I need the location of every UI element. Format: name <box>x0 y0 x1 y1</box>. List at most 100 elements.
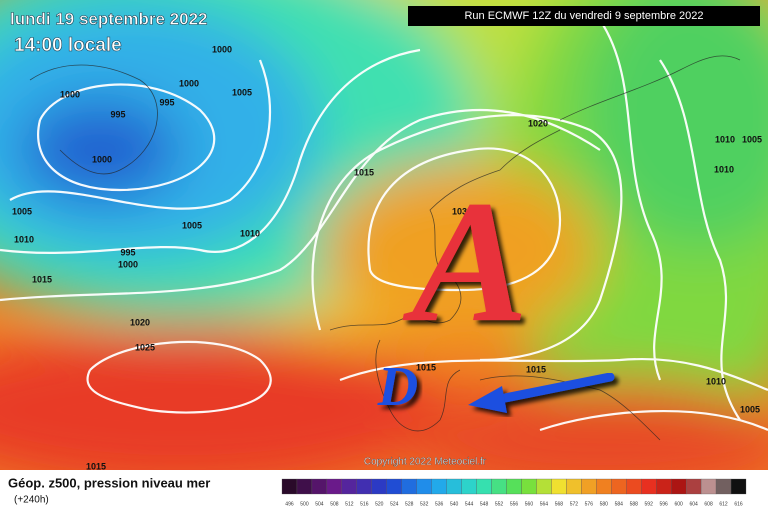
isobar-label: 1015 <box>86 461 106 471</box>
colorbar-label: 568 <box>555 501 564 507</box>
colorbar-cell <box>685 478 702 495</box>
colorbar-cell <box>611 478 627 495</box>
colorbar-cell <box>626 478 642 495</box>
colorbar-label: 560 <box>525 501 534 507</box>
colorbar-label: 576 <box>585 501 594 507</box>
colorbar-label: 532 <box>420 501 429 507</box>
isobar-label: 1005 <box>182 220 202 230</box>
isobar-label: 1030 <box>452 206 472 216</box>
colorbar-label: 592 <box>645 501 654 507</box>
colorbar-cell <box>431 478 447 495</box>
isobar-label: 1000 <box>92 154 112 164</box>
colorbar-cell <box>506 478 522 495</box>
colorbar-cell <box>581 478 597 495</box>
isobar-label: 1005 <box>12 206 32 216</box>
isobar-label: 1005 <box>740 404 760 414</box>
run-banner <box>408 6 760 26</box>
colorbar-cell <box>281 478 298 495</box>
movement-arrow <box>468 372 615 413</box>
colorbar-cell <box>566 478 582 495</box>
colorbar-cell <box>521 478 537 495</box>
isobar-label: 1010 <box>715 134 735 144</box>
colorbar-label: 524 <box>390 501 399 507</box>
colorbar-cell <box>341 478 357 495</box>
colorbar-label: 612 <box>719 501 728 507</box>
forecast-date: lundi 19 septembre 2022 <box>10 9 207 28</box>
colorbar-cell <box>461 478 477 495</box>
isobar-label: 1015 <box>416 362 436 372</box>
isobar-label: 1000 <box>60 89 80 99</box>
colorbar-cell <box>371 478 387 495</box>
colorbar-cell <box>551 478 567 495</box>
colorbar-label: 516 <box>360 501 369 507</box>
colorbar-label: 600 <box>674 501 683 507</box>
isobar-label: 1020 <box>528 118 548 128</box>
colorbar-label: 512 <box>345 501 354 507</box>
isobar-label: 1010 <box>714 164 734 174</box>
colorbar-label: 528 <box>405 501 414 507</box>
isobar-label: 1015 <box>354 167 374 177</box>
isobar-label: 1010 <box>240 228 260 238</box>
colorbar-label: 604 <box>689 501 698 507</box>
colorbar-cell <box>491 478 507 495</box>
lead-time: (+240h) <box>14 495 49 506</box>
isobar-label: 1000 <box>118 259 138 269</box>
colorbar-cell <box>386 478 402 495</box>
copyright: Copyright 2022 Meteociel.fr <box>364 457 487 468</box>
isobar-label: 1000 <box>179 78 199 88</box>
colorbar-cell <box>730 478 747 495</box>
colorbar-cell <box>401 478 417 495</box>
isobar-label: 1020 <box>130 317 150 327</box>
colorbar-cell <box>641 478 657 495</box>
colorbar-cell <box>476 478 492 495</box>
colorbar-cell <box>700 478 717 495</box>
colorbar-cell <box>356 478 372 495</box>
high-pressure-marker: A <box>402 164 529 358</box>
colorbar-label: 544 <box>465 501 474 507</box>
colorbar-cell <box>416 478 432 495</box>
colorbar-label: 548 <box>480 501 489 507</box>
colorbar: 496 500 504 508 512 516 520 524 528 532 536 540 544 5… <box>281 478 747 507</box>
colorbar-cell <box>671 478 687 495</box>
colorbar-cell <box>296 478 313 495</box>
isobar-label: 995 <box>159 97 174 107</box>
low-pressure-marker: D <box>377 356 418 418</box>
colorbar-label: 520 <box>375 501 384 507</box>
colorbar-cell <box>311 478 328 495</box>
colorbar-cell <box>536 478 552 495</box>
isobar-label: 1005 <box>742 134 762 144</box>
isobar-label: 995 <box>120 247 135 257</box>
colorbar-label: 580 <box>600 501 609 507</box>
colorbar-label: 500 <box>300 501 309 507</box>
isobar-labels: 1000 1000 995 995 1000 1005 1000 1005 1010 995 100… <box>12 44 762 471</box>
forecast-time: 14:00 locale <box>14 35 122 56</box>
colorbar-label: 572 <box>570 501 579 507</box>
colorbar-label: 608 <box>704 501 713 507</box>
map-field <box>0 0 768 470</box>
coastlines <box>29 55 741 441</box>
run-info: Run ECMWF 12Z du vendredi 9 septembre 20… <box>464 10 703 22</box>
colorbar-label: 504 <box>315 501 324 507</box>
colorbar-cell <box>715 478 732 495</box>
isobars <box>0 19 768 432</box>
colorbar-label: 588 <box>630 501 639 507</box>
colorbar-cell <box>596 478 612 495</box>
colorbar-cell <box>656 478 672 495</box>
isobar-label: 1015 <box>526 364 546 374</box>
isobar-label: 995 <box>110 109 125 119</box>
colorbar-label: 536 <box>435 501 444 507</box>
colorbar-label: 496 <box>285 501 294 507</box>
isobar-label: 1010 <box>706 376 726 386</box>
colorbar-label: 564 <box>540 501 549 507</box>
colorbar-label: 552 <box>495 501 504 507</box>
isobar-label: 1010 <box>14 234 34 244</box>
colorbar-label: 508 <box>330 501 339 507</box>
colorbar-label: 556 <box>510 501 519 507</box>
isobar-label: 1025 <box>135 342 155 352</box>
isobar-label: 1000 <box>212 44 232 54</box>
colorbar-label: 584 <box>615 501 624 507</box>
legend-title: Géop. z500, pression niveau mer <box>8 475 210 490</box>
colorbar-cell <box>446 478 462 495</box>
isobar-label: 1015 <box>32 274 52 284</box>
